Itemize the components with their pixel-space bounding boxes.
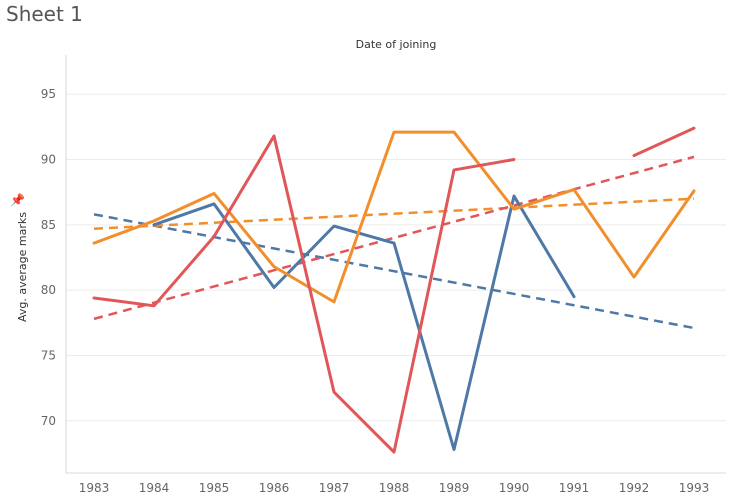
y-tick-label: 90 [41, 153, 56, 167]
trend-line[interactable] [93, 155, 695, 321]
trend-line[interactable] [93, 197, 695, 230]
trend-line[interactable] [93, 213, 695, 330]
series-line[interactable] [92, 130, 696, 304]
x-tick-label: 1985 [199, 481, 230, 495]
pin-icon[interactable]: 📌 [10, 193, 25, 207]
y-tick-label: 85 [41, 218, 56, 232]
x-tick-label: 1993 [679, 481, 710, 495]
y-tick-label: 95 [41, 87, 56, 101]
y-tick-label: 80 [41, 283, 56, 297]
x-tick-label: 1986 [259, 481, 290, 495]
x-tick-label: 1988 [379, 481, 410, 495]
x-tick-label: 1987 [319, 481, 350, 495]
y-tick-label: 70 [41, 414, 56, 428]
x-tick-label: 1990 [499, 481, 530, 495]
y-tick-label: 75 [41, 348, 56, 362]
x-tick-label: 1991 [559, 481, 590, 495]
series-line[interactable] [92, 134, 516, 454]
chart-title: Date of joining [355, 38, 437, 51]
x-tick-label: 1984 [139, 481, 170, 495]
sheet-title: Sheet 1 [6, 2, 83, 26]
x-tick-label: 1989 [439, 481, 470, 495]
x-tick-label: 1992 [619, 481, 650, 495]
x-tick-label: 1983 [79, 481, 110, 495]
series-line[interactable] [632, 126, 696, 158]
